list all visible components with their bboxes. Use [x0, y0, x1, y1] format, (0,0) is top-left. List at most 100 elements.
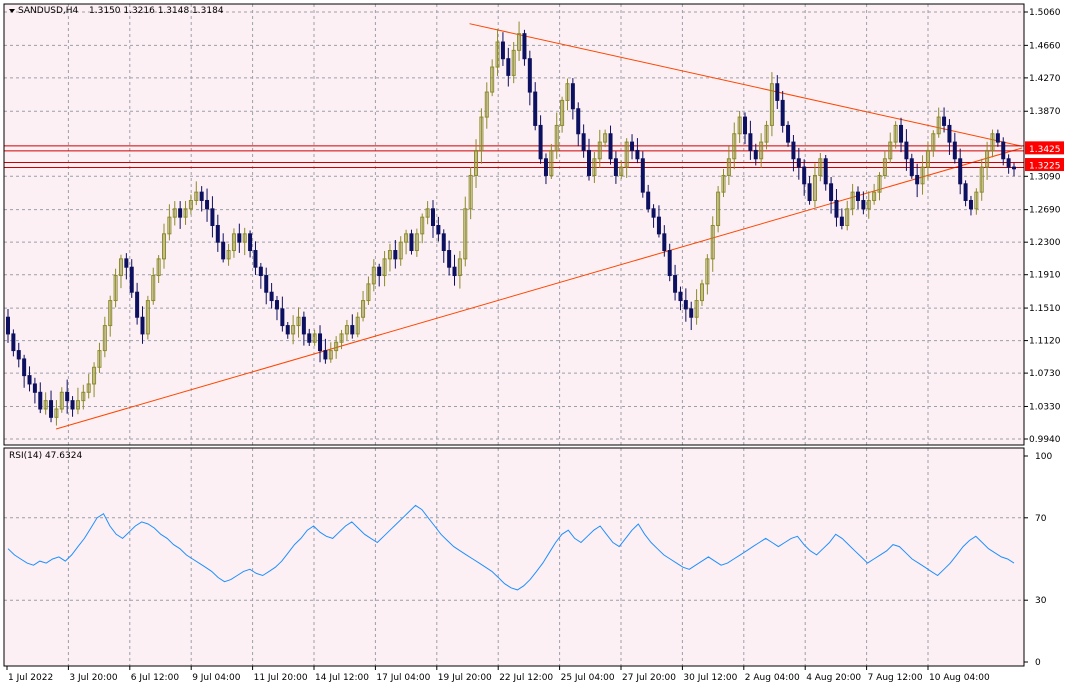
- candle-body: [543, 158, 548, 176]
- candle-body: [339, 333, 344, 343]
- candle-body: [323, 350, 328, 360]
- candle-body: [178, 208, 183, 218]
- candle-body: [452, 266, 457, 277]
- candle-body: [517, 33, 522, 51]
- candle-body: [538, 124, 543, 160]
- x-tick-label: 14 Jul 12:00: [315, 673, 369, 683]
- candle-body: [414, 233, 419, 252]
- candle-body: [156, 258, 161, 277]
- candle-body: [97, 350, 102, 368]
- candle-body: [915, 174, 920, 185]
- candle-body: [673, 275, 678, 293]
- candle-body: [554, 124, 559, 151]
- candle-body: [678, 291, 683, 302]
- candle-body: [113, 275, 118, 302]
- candle-body: [307, 333, 312, 343]
- candle-body: [748, 133, 753, 151]
- candle-body: [732, 133, 737, 160]
- candle-body: [796, 158, 801, 168]
- candle-body: [366, 283, 371, 302]
- candle-body: [533, 91, 538, 126]
- candle-body: [979, 166, 984, 193]
- candle-body: [726, 158, 731, 176]
- candle-body: [683, 300, 688, 310]
- candle-body: [49, 400, 54, 418]
- candle-body: [576, 108, 581, 135]
- candle-body: [27, 375, 32, 385]
- candle-body: [344, 325, 349, 335]
- candle-body: [253, 250, 258, 268]
- candle-body: [958, 158, 963, 185]
- rsi-series: [7, 504, 1015, 591]
- candle-body: [377, 266, 382, 277]
- candle-body: [818, 158, 823, 176]
- candle-body: [1012, 166, 1016, 170]
- trendline: [469, 23, 1023, 147]
- trendlines[interactable]: [55, 23, 1023, 430]
- candle-body: [172, 208, 177, 218]
- candle-body: [570, 83, 575, 110]
- candle-body: [549, 149, 554, 176]
- candle-body: [866, 199, 871, 210]
- candle-body: [54, 408, 59, 418]
- x-tick-label: 19 Jul 20:00: [438, 673, 492, 683]
- y-tick-label: 1.4660: [1029, 41, 1061, 51]
- candle-body: [743, 116, 748, 135]
- dropdown-arrow-icon[interactable]: [9, 9, 15, 13]
- candle-body: [500, 41, 505, 60]
- candle-body: [258, 266, 263, 277]
- candle-body: [705, 258, 710, 285]
- candle-body: [231, 233, 236, 252]
- y-tick-label: 1.0730: [1029, 369, 1061, 379]
- y-tick-label: 1.0330: [1029, 402, 1061, 412]
- rsi-tick-label: 70: [1035, 514, 1047, 524]
- candle-body: [527, 58, 532, 93]
- candle-body: [608, 133, 613, 160]
- candle-body: [587, 149, 592, 176]
- candle-body: [75, 400, 80, 410]
- candle-body: [387, 250, 392, 260]
- candle-body: [882, 158, 887, 176]
- candle-body: [791, 141, 796, 160]
- main-plot-border: [3, 3, 1025, 446]
- candle-body: [753, 149, 758, 160]
- candle-body: [511, 49, 516, 76]
- x-tick-label: 2 Aug 04:00: [745, 673, 800, 683]
- candle-body: [118, 258, 123, 277]
- candle-body: [328, 350, 333, 360]
- candle-body: [850, 191, 855, 210]
- candle-body: [92, 366, 97, 385]
- price-level-value: 1.3425: [1029, 145, 1061, 155]
- candle-body: [931, 133, 936, 151]
- candle-body: [124, 258, 129, 268]
- candle-body: [662, 233, 667, 252]
- candle-body: [221, 241, 226, 260]
- candle-body: [893, 124, 898, 143]
- candle-body: [651, 208, 656, 218]
- candle-body: [829, 183, 834, 201]
- candle-body: [888, 141, 893, 160]
- candle-body: [764, 124, 769, 143]
- rsi-plot-area[interactable]: [4, 448, 1024, 666]
- candle-body: [355, 316, 360, 335]
- candle-body: [420, 216, 425, 235]
- x-tick-label: 4 Aug 20:00: [806, 673, 861, 683]
- candle-body: [759, 141, 764, 160]
- price-level-value: 1.3225: [1029, 162, 1061, 172]
- candle-body: [1001, 141, 1006, 160]
- candle-body: [845, 208, 850, 226]
- ohlc-readout: 1.3150 1.3216 1.3148 1.3184: [89, 6, 224, 16]
- candle-body: [968, 199, 973, 210]
- candle-body: [11, 333, 16, 352]
- candle-body: [404, 233, 409, 243]
- candle-body: [447, 250, 452, 268]
- y-tick-label: 1.2690: [1029, 206, 1061, 216]
- candle-body: [145, 300, 150, 335]
- price-level-tag: [1025, 141, 1064, 155]
- candle-body: [694, 300, 699, 318]
- candle-body: [802, 166, 807, 185]
- candle-body: [603, 133, 608, 143]
- price-levels[interactable]: 1.3425 1.3225: [4, 141, 1064, 172]
- candle-body: [990, 133, 995, 151]
- candle-body: [786, 124, 791, 143]
